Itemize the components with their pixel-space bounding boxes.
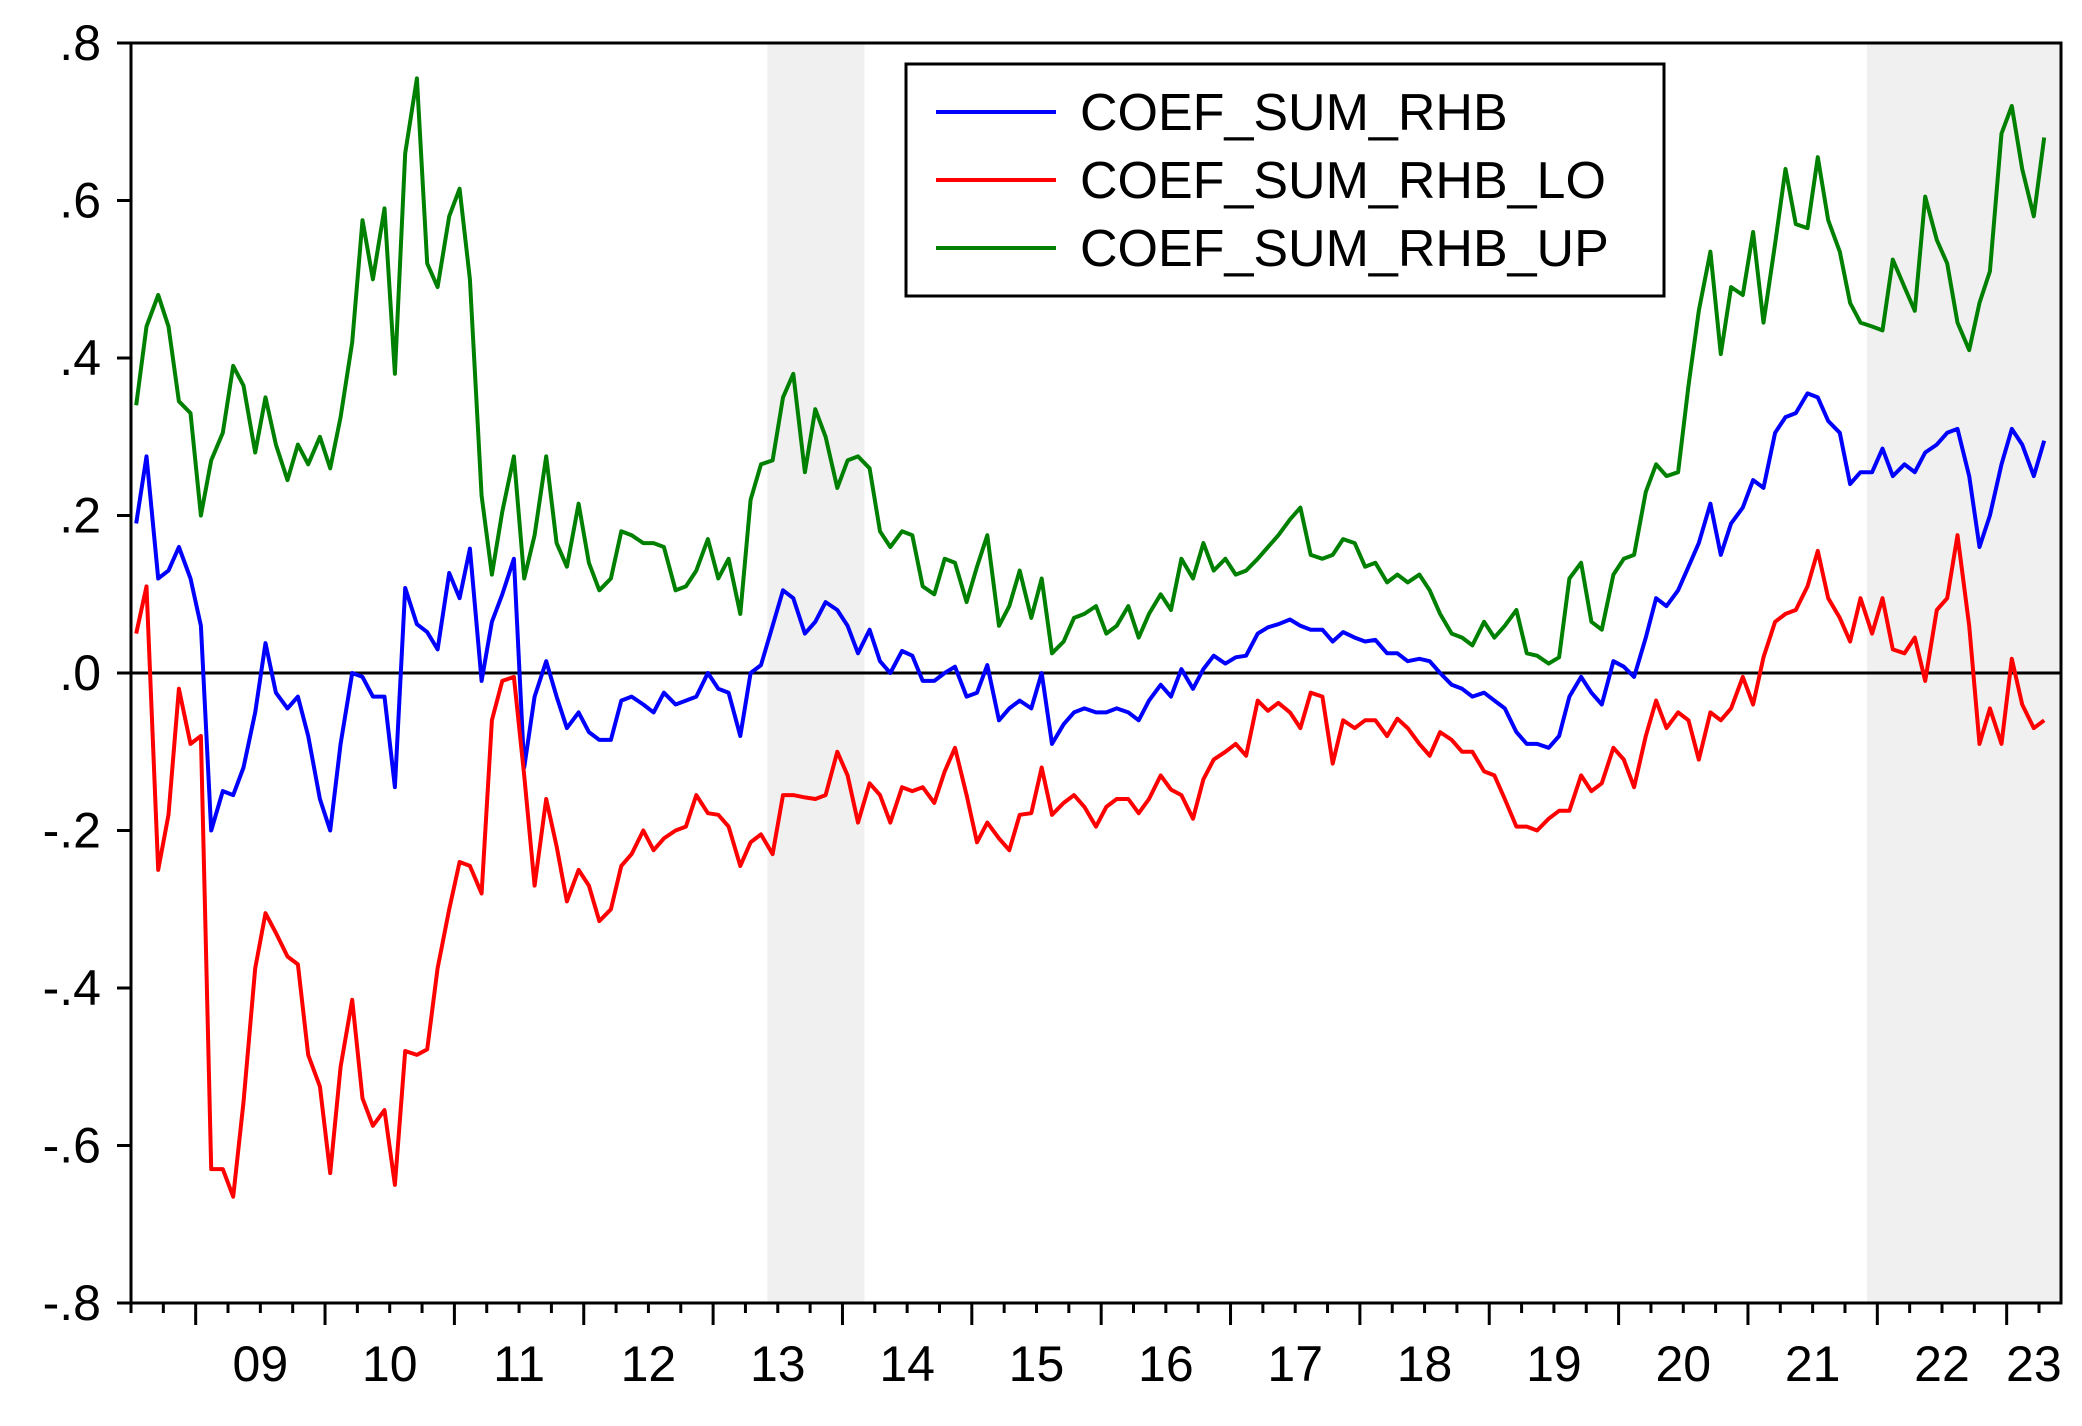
legend-label: COEF_SUM_RHB_UP (1080, 220, 1609, 278)
y-tick-label: .4 (59, 330, 101, 386)
series-lines (134, 76, 2047, 1199)
y-tick-label: -.4 (43, 960, 101, 1016)
x-tick-label: 10 (362, 1336, 418, 1392)
y-tick-label: .2 (59, 488, 101, 544)
x-tick-label: 16 (1138, 1336, 1194, 1392)
x-tick-label: 17 (1267, 1336, 1323, 1392)
y-tick-label: -.8 (43, 1275, 101, 1331)
y-tick-label: -.6 (43, 1118, 101, 1174)
x-tick-label: 20 (1655, 1336, 1711, 1392)
x-tick-label: 09 (233, 1336, 289, 1392)
series-line-coef-sum-rhb-up (134, 76, 2047, 666)
legend-label: COEF_SUM_RHB (1080, 84, 1508, 142)
x-tick-label: 14 (879, 1336, 935, 1392)
x-tick-label: 21 (1785, 1336, 1841, 1392)
x-tick-label: 12 (621, 1336, 677, 1392)
x-tick-label: 23 (2006, 1336, 2062, 1392)
series-line-coef-sum-rhb (134, 391, 2047, 833)
x-tick-label: 19 (1526, 1336, 1582, 1392)
x-axis: 09 10 11 12 13 14 15 16 17 18 19 20 21 22 23 (129, 1303, 2062, 1392)
y-axis: .8 .6 .4 .2 .0 -.2 -.4 -.6 -.8 (43, 15, 131, 1331)
x-tick-label: 22 (1914, 1336, 1970, 1392)
x-tick-label: 15 (1009, 1336, 1065, 1392)
x-tick-label: 11 (493, 1336, 545, 1392)
legend: COEF_SUM_RHB COEF_SUM_RHB_LO COEF_SUM_RHB_… (904, 62, 1666, 298)
legend-label: COEF_SUM_RHB_LO (1080, 152, 1606, 210)
x-tick-label: 13 (750, 1336, 806, 1392)
y-tick-label: .8 (59, 15, 101, 71)
y-tick-label: -.2 (43, 803, 101, 859)
y-tick-label: .0 (59, 645, 101, 701)
x-tick-label: 18 (1397, 1336, 1453, 1392)
y-tick-label: .6 (59, 173, 101, 229)
series-line-coef-sum-rhb-lo (134, 533, 2046, 1199)
